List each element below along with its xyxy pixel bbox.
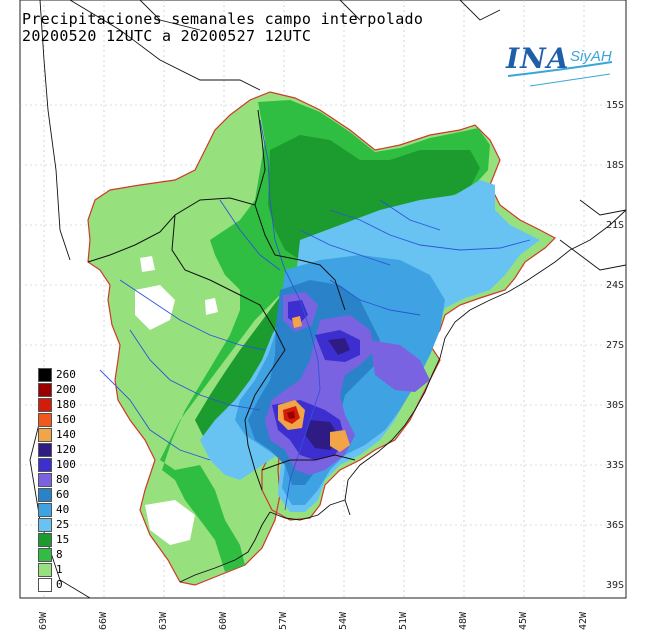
internal-borders: [87, 109, 356, 491]
legend-swatch: [38, 443, 52, 457]
map-date-range: 20200520 12UTC a 20200527 12UTC: [22, 27, 312, 45]
longitude-label: 45W: [518, 611, 529, 630]
legend-label: 25: [56, 518, 70, 531]
longitude-label: 51W: [398, 611, 409, 630]
longitude-label: 69W: [38, 611, 49, 630]
legend-label: 40: [56, 503, 70, 516]
legend-swatch: [38, 473, 52, 487]
legend-label: 80: [56, 473, 70, 486]
precip-120-a: [328, 338, 350, 355]
legend-swatch: [38, 413, 52, 427]
legend-swatch: [38, 578, 52, 592]
legend-entry: 15: [38, 533, 118, 548]
legend-entry: 180: [38, 398, 118, 413]
legend-entry: 160: [38, 413, 118, 428]
legend-swatch: [38, 383, 52, 397]
latitude-label: 21S: [606, 220, 625, 231]
legend-swatch: [38, 428, 52, 442]
legend-swatch: [38, 503, 52, 517]
longitude-label: 54W: [338, 611, 349, 630]
longitude-label: 63W: [158, 611, 169, 630]
latitude-label: 27S: [606, 340, 625, 351]
legend-entry: 40: [38, 503, 118, 518]
legend-entry: 200: [38, 383, 118, 398]
legend-entry: 120: [38, 443, 118, 458]
longitude-label: 48W: [458, 611, 469, 630]
legend-swatch: [38, 548, 52, 562]
legend-label: 60: [56, 488, 70, 501]
legend-entry: 260: [38, 368, 118, 383]
legend-label: 140: [56, 428, 76, 441]
precip-80-east: [370, 340, 430, 392]
legend-swatch: [38, 398, 52, 412]
legend-swatch: [38, 488, 52, 502]
logo-swoosh-icon: [507, 61, 613, 87]
legend-entry: 25: [38, 518, 118, 533]
legend-label: 1: [56, 563, 63, 576]
legend-swatch: [38, 563, 52, 577]
longitude-label: 60W: [218, 611, 229, 630]
longitude-label: 42W: [578, 611, 589, 630]
legend-entry: 60: [38, 488, 118, 503]
legend-label: 100: [56, 458, 76, 471]
ina-siyah-logo: INA SiyAH: [500, 40, 620, 100]
legend-label: 200: [56, 383, 76, 396]
atlantic-coast: [179, 209, 627, 583]
rivers: [99, 119, 531, 511]
latitude-label: 18S: [606, 160, 625, 171]
latitude-label: 24S: [606, 280, 625, 291]
legend-label: 15: [56, 533, 70, 546]
precip-hotspot: [278, 316, 350, 452]
legend-label: 160: [56, 413, 76, 426]
legend-label: 8: [56, 548, 63, 561]
legend-swatch: [38, 518, 52, 532]
latitude-label: 39S: [606, 580, 625, 591]
legend-swatch: [38, 368, 52, 382]
legend-entry: 80: [38, 473, 118, 488]
latitude-label: 15S: [606, 100, 625, 111]
precip-8: [160, 100, 490, 572]
map-title: Precipitaciones semanales campo interpol…: [22, 10, 424, 28]
latitude-label: 33S: [606, 460, 625, 471]
siyah-logo-text: SiyAH: [570, 48, 612, 65]
legend-swatch: [38, 533, 52, 547]
latitude-label: 36S: [606, 520, 625, 531]
legend-entry: 100: [38, 458, 118, 473]
legend-entry: 1: [38, 563, 118, 578]
latitude-label: 30S: [606, 400, 625, 411]
legend-label: 180: [56, 398, 76, 411]
longitude-label: 66W: [98, 611, 109, 630]
legend-label: 260: [56, 368, 76, 381]
legend-entry: 0: [38, 578, 118, 593]
legend-entry: 140: [38, 428, 118, 443]
legend-entry: 8: [38, 548, 118, 563]
legend-label: 0: [56, 578, 63, 591]
legend-swatch: [38, 458, 52, 472]
longitude-label: 57W: [278, 611, 289, 630]
legend-label: 120: [56, 443, 76, 456]
